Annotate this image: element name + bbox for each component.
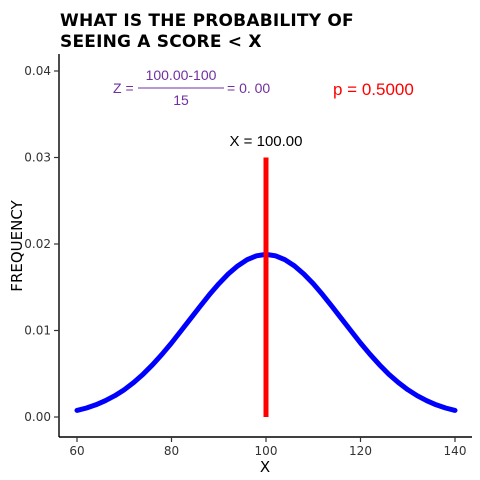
- p-value-label: p = 0.5000: [333, 80, 414, 99]
- y-tick-label: 0.04: [24, 64, 51, 78]
- z-formula-denominator: 15: [173, 92, 189, 108]
- x-axis-title: X: [260, 458, 270, 476]
- x-tick-label: 80: [164, 444, 179, 458]
- tick-group: 60 80 100 120 140 0.00 0.01 0.02 0.03 0.04: [24, 64, 466, 458]
- y-tick-label: 0.00: [24, 410, 51, 424]
- z-formula-numerator: 100.00-100: [146, 67, 217, 83]
- y-tick-label: 0.01: [24, 324, 51, 338]
- x-tick-label: 60: [69, 444, 84, 458]
- z-score-formula: Z = 100.00-100 15 = 0. 00: [113, 67, 270, 108]
- z-formula-rhs: = 0. 00: [227, 80, 270, 96]
- z-formula-lhs: Z =: [113, 80, 134, 96]
- y-axis-title: FREQUENCY: [8, 199, 26, 291]
- x-tick-label: 120: [349, 444, 372, 458]
- chart-title-line-1: WHAT IS THE PROBABILITY OF: [60, 11, 354, 31]
- x-tick-label: 100: [255, 444, 278, 458]
- x-value-label: X = 100.00: [230, 133, 303, 150]
- x-tick-label: 140: [444, 444, 467, 458]
- y-tick-label: 0.02: [24, 237, 51, 251]
- y-tick-label: 0.03: [24, 151, 51, 165]
- chart-title-line-2: SEEING A SCORE < X: [60, 32, 262, 52]
